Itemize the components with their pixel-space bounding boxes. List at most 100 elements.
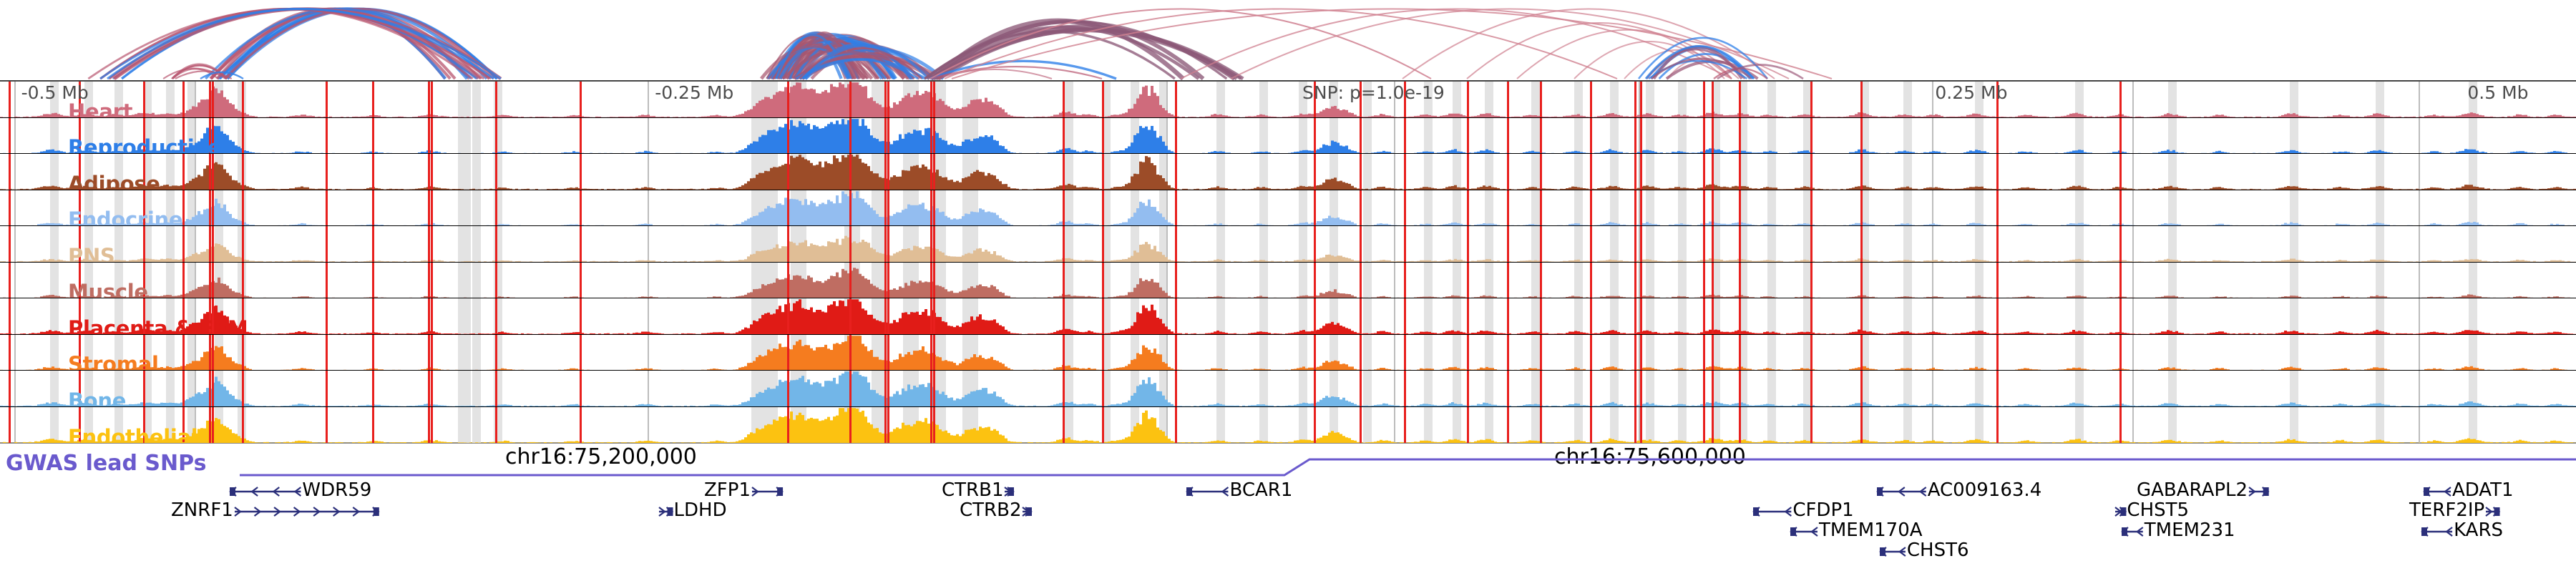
gwas-snp-marker[interactable]: [887, 262, 889, 298]
gwas-snp-marker[interactable]: [1860, 190, 1863, 225]
gwas-snp-marker[interactable]: [495, 298, 497, 334]
gwas-snp-marker[interactable]: [79, 226, 81, 262]
gwas-snp-marker[interactable]: [431, 371, 433, 406]
gwas-snp-marker[interactable]: [372, 298, 374, 334]
gwas-snp-marker[interactable]: [1810, 226, 1813, 262]
gwas-snp-marker[interactable]: [431, 226, 433, 262]
gwas-snp-marker[interactable]: [143, 154, 145, 190]
gwas-snp-marker[interactable]: [495, 406, 497, 443]
gwas-snp-marker[interactable]: [580, 371, 582, 406]
gwas-snp-marker[interactable]: [1404, 298, 1406, 334]
gwas-snp-marker[interactable]: [2119, 154, 2122, 190]
gwas-snp-marker[interactable]: [79, 190, 81, 225]
gwas-snp-marker[interactable]: [1640, 190, 1642, 225]
gene-AC009163.4[interactable]: AC009163.4: [1876, 481, 2041, 500]
gwas-snp-marker[interactable]: [431, 117, 433, 153]
gwas-snp-marker[interactable]: [1712, 334, 1714, 370]
gwas-snp-marker[interactable]: [1590, 82, 1592, 117]
gwas-snp-marker[interactable]: [884, 334, 887, 370]
gwas-snp-marker[interactable]: [1540, 298, 1542, 334]
gwas-snp-marker[interactable]: [930, 406, 932, 443]
gwas-snp-marker[interactable]: [212, 371, 214, 406]
gwas-snp-marker[interactable]: [1634, 262, 1636, 298]
gwas-snp-marker[interactable]: [580, 82, 582, 117]
gwas-snp-marker[interactable]: [933, 262, 935, 298]
gwas-snp-marker[interactable]: [9, 262, 11, 298]
gwas-snp-marker[interactable]: [143, 262, 145, 298]
gwas-snp-marker[interactable]: [428, 334, 430, 370]
gwas-snp-marker[interactable]: [1712, 262, 1714, 298]
gwas-snp-marker[interactable]: [209, 226, 211, 262]
gwas-snp-marker[interactable]: [1102, 226, 1104, 262]
gwas-snp-marker[interactable]: [1404, 262, 1406, 298]
gwas-snp-marker[interactable]: [884, 262, 887, 298]
gwas-snp-marker[interactable]: [930, 262, 932, 298]
gwas-snp-marker[interactable]: [1175, 262, 1177, 298]
gwas-snp-marker[interactable]: [1314, 371, 1316, 406]
gwas-snp-marker[interactable]: [933, 82, 935, 117]
gwas-snp-marker[interactable]: [209, 298, 211, 334]
gwas-snp-marker[interactable]: [326, 371, 328, 406]
gwas-snp-marker[interactable]: [1063, 117, 1065, 153]
gwas-snp-marker[interactable]: [887, 117, 889, 153]
gwas-snp-marker[interactable]: [884, 298, 887, 334]
gene-CTRB2[interactable]: CTRB2: [960, 501, 1033, 520]
gwas-snp-marker[interactable]: [209, 154, 211, 190]
gwas-snp-marker[interactable]: [1739, 82, 1741, 117]
gwas-snp-marker[interactable]: [1739, 334, 1741, 370]
gwas-snp-marker[interactable]: [79, 117, 81, 153]
gwas-snp-marker[interactable]: [1175, 371, 1177, 406]
gwas-snp-marker[interactable]: [1996, 298, 1999, 334]
gwas-snp-marker[interactable]: [580, 154, 582, 190]
gwas-snp-marker[interactable]: [1703, 262, 1705, 298]
gwas-snp-marker[interactable]: [1467, 82, 1469, 117]
gwas-snp-marker[interactable]: [79, 334, 81, 370]
gwas-snp-marker[interactable]: [431, 262, 433, 298]
gwas-snp-marker[interactable]: [1507, 371, 1509, 406]
gwas-snp-marker[interactable]: [79, 82, 81, 117]
gwas-snp-marker[interactable]: [372, 154, 374, 190]
gwas-snp-marker[interactable]: [1175, 406, 1177, 443]
gwas-snp-marker[interactable]: [930, 82, 932, 117]
gwas-snp-marker[interactable]: [1102, 334, 1104, 370]
gwas-snp-marker[interactable]: [787, 371, 789, 406]
gwas-snp-marker[interactable]: [2119, 117, 2122, 153]
gwas-snp-marker[interactable]: [1404, 117, 1406, 153]
gwas-snp-marker[interactable]: [787, 298, 789, 334]
gwas-snp-marker[interactable]: [1640, 371, 1642, 406]
gwas-snp-marker[interactable]: [887, 406, 889, 443]
gwas-snp-marker[interactable]: [1360, 226, 1362, 262]
gwas-snp-marker[interactable]: [326, 334, 328, 370]
gwas-snp-marker[interactable]: [428, 226, 430, 262]
gwas-snp-marker[interactable]: [1860, 262, 1863, 298]
gwas-snp-marker[interactable]: [933, 298, 935, 334]
gwas-snp-marker[interactable]: [182, 117, 185, 153]
gwas-snp-marker[interactable]: [884, 117, 887, 153]
gwas-snp-marker[interactable]: [428, 298, 430, 334]
gwas-snp-marker[interactable]: [1640, 117, 1642, 153]
gwas-snp-marker[interactable]: [495, 226, 497, 262]
gwas-snp-marker[interactable]: [326, 406, 328, 443]
gwas-snp-marker[interactable]: [580, 406, 582, 443]
gwas-snp-marker[interactable]: [143, 298, 145, 334]
gene-WDR59[interactable]: WDR59: [229, 481, 371, 500]
signal-track-endothelial[interactable]: Endothelial: [0, 406, 2576, 443]
gwas-snp-marker[interactable]: [1507, 226, 1509, 262]
gwas-snp-marker[interactable]: [1996, 190, 1999, 225]
gwas-snp-marker[interactable]: [326, 190, 328, 225]
gwas-snp-marker[interactable]: [1360, 334, 1362, 370]
gwas-snp-marker[interactable]: [1640, 298, 1642, 334]
signal-track-reproductive[interactable]: Reproductive: [0, 117, 2576, 154]
gwas-snp-marker[interactable]: [1467, 262, 1469, 298]
gwas-snp-marker[interactable]: [887, 190, 889, 225]
gwas-snp-marker[interactable]: [1063, 154, 1065, 190]
gwas-snp-marker[interactable]: [431, 298, 433, 334]
gwas-snp-marker[interactable]: [1404, 82, 1406, 117]
gene-CHST5[interactable]: CHST5: [2114, 501, 2189, 520]
gene-LDHD[interactable]: LDHD: [658, 501, 727, 520]
gwas-snp-marker[interactable]: [1590, 226, 1592, 262]
gwas-snp-marker[interactable]: [933, 371, 935, 406]
gwas-snp-marker[interactable]: [887, 298, 889, 334]
gwas-snp-marker[interactable]: [1507, 334, 1509, 370]
gwas-snp-marker[interactable]: [1634, 334, 1636, 370]
